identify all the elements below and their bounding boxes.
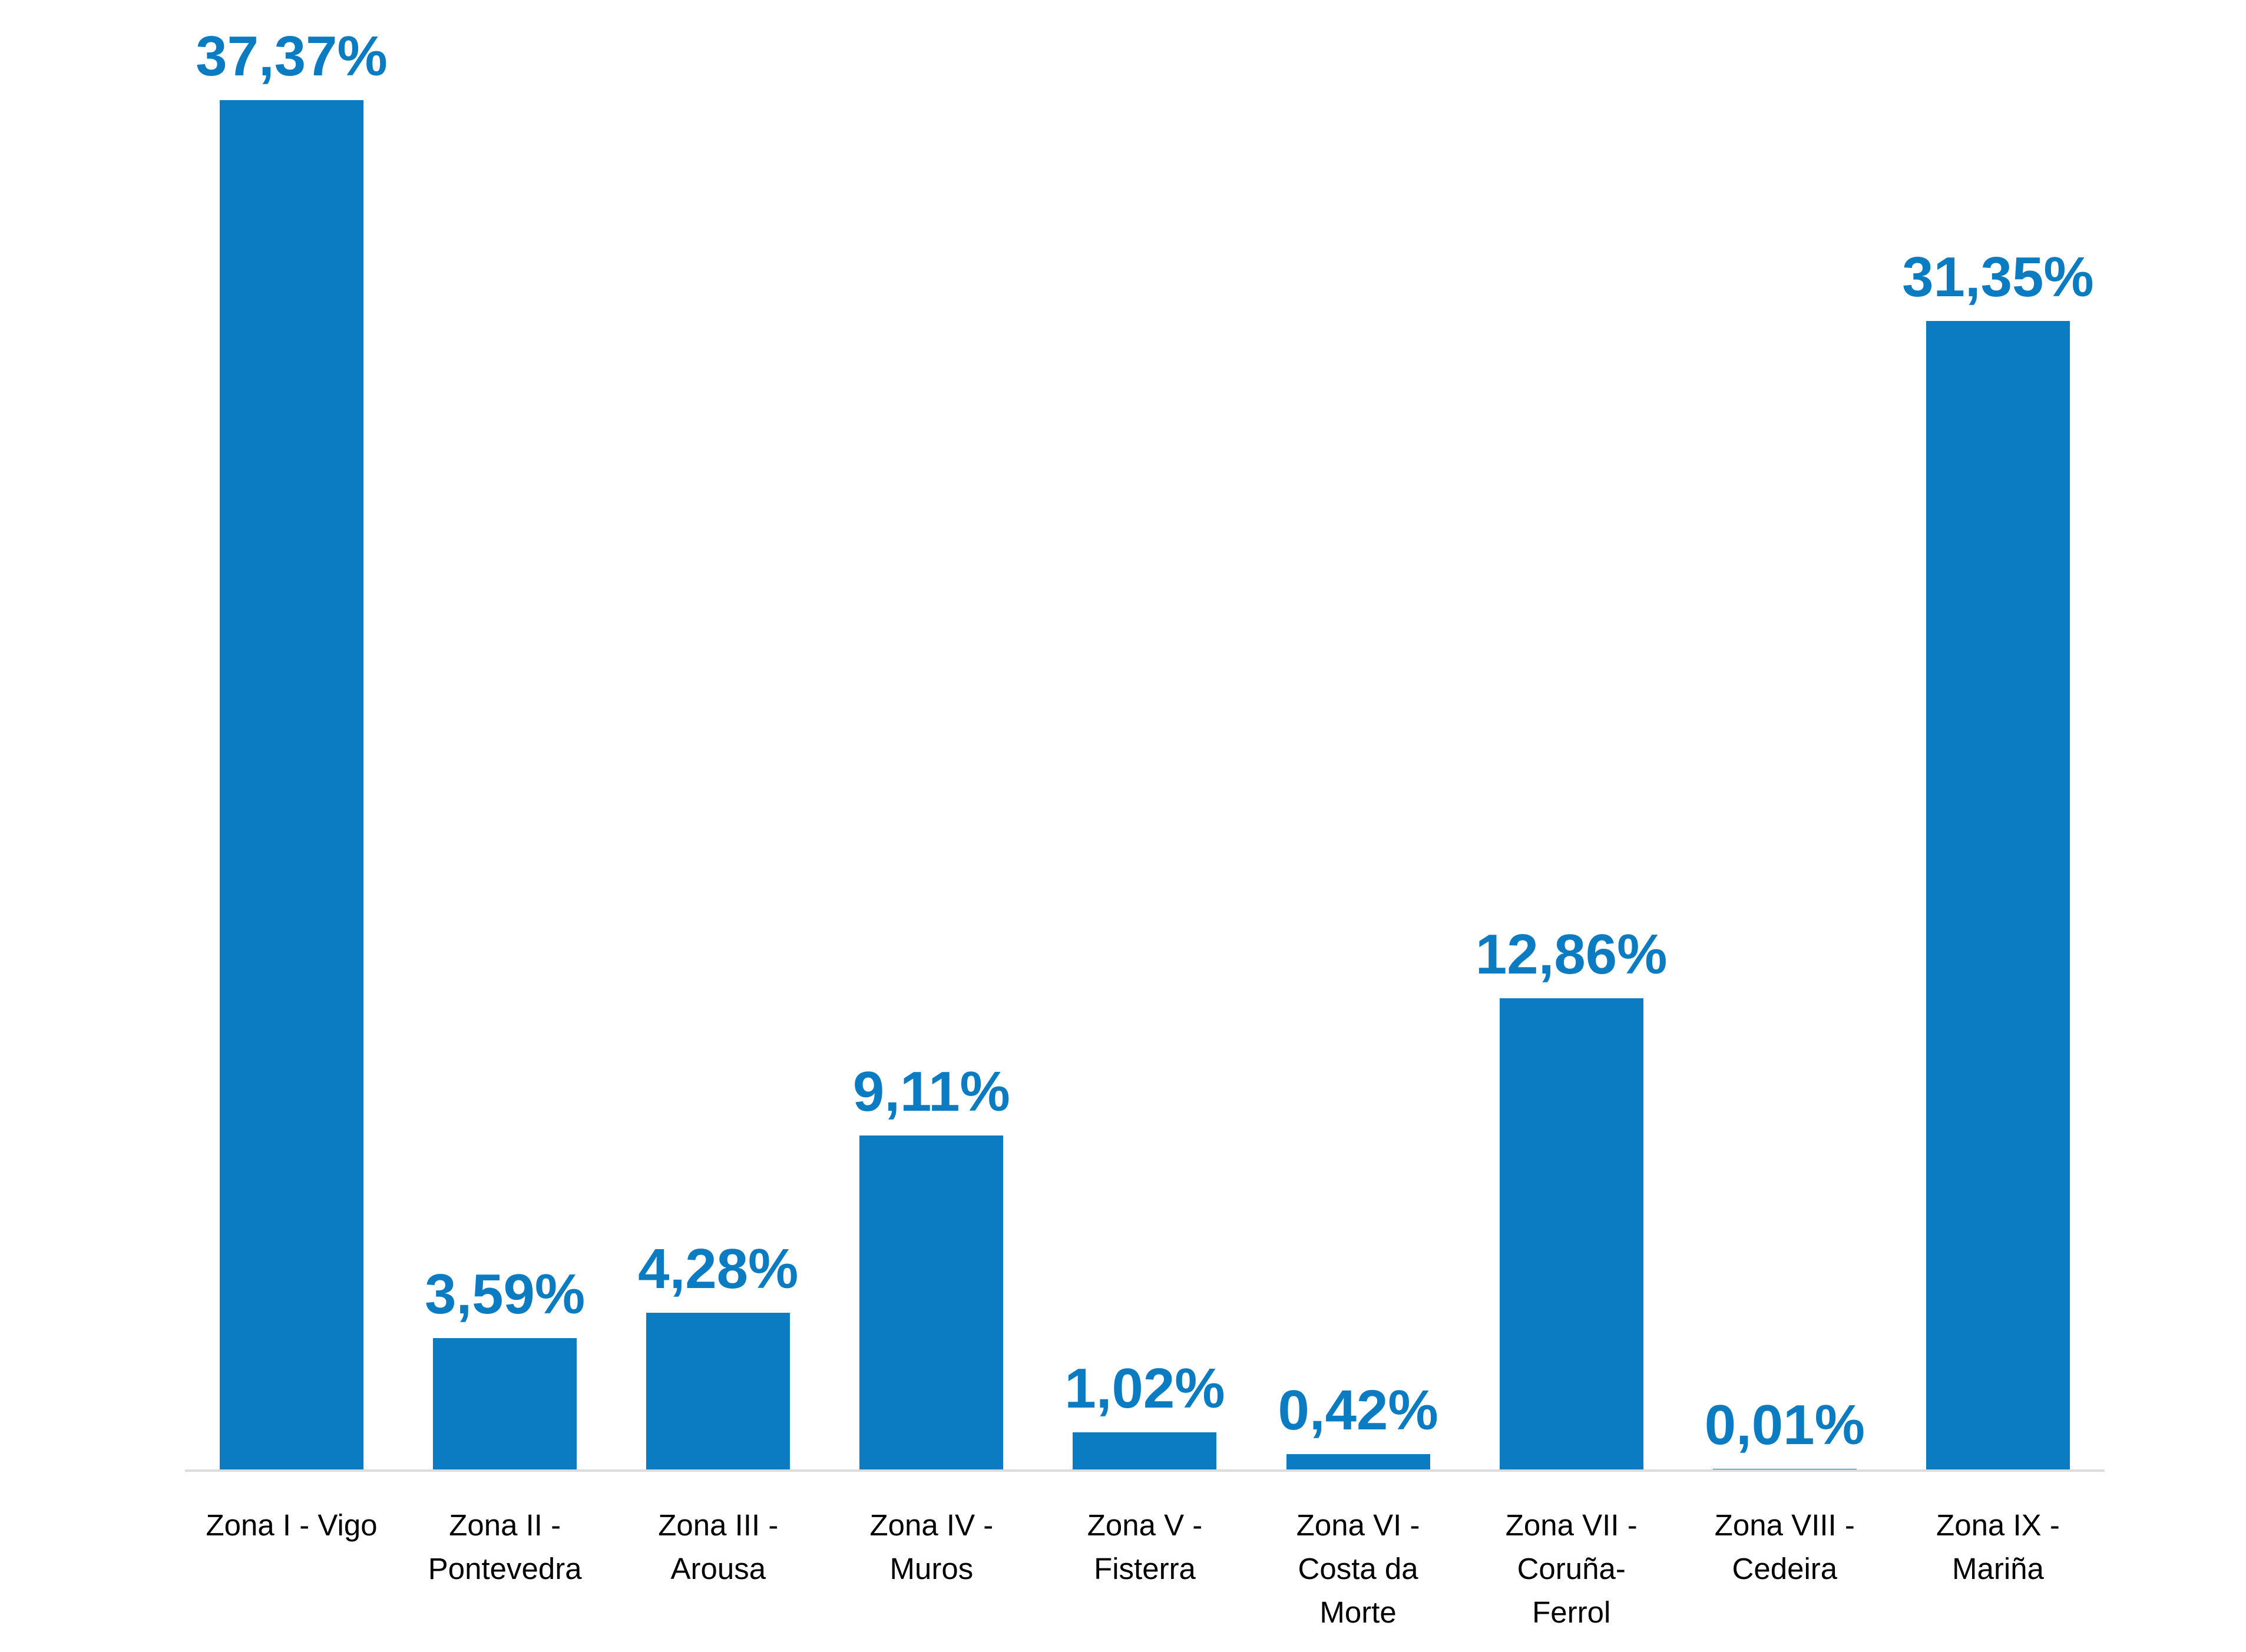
value-label: 4,28% xyxy=(638,1237,799,1301)
value-label: 3,59% xyxy=(425,1263,586,1326)
value-label: 37,37% xyxy=(196,25,388,88)
bar-column: 3,59% xyxy=(398,0,611,1469)
bar-column: 12,86% xyxy=(1465,0,1678,1469)
bar xyxy=(433,1338,577,1469)
value-label: 0,42% xyxy=(1278,1379,1438,1442)
bar xyxy=(1499,998,1643,1469)
category-label: Zona III - Arousa xyxy=(658,1508,779,1585)
bar-column: 1,02% xyxy=(1038,0,1251,1469)
category-label: Zona V - Fisterra xyxy=(1087,1508,1203,1585)
value-label: 1,02% xyxy=(1064,1357,1225,1421)
value-label: 12,86% xyxy=(1475,923,1668,986)
value-label: 0,01% xyxy=(1704,1393,1865,1457)
bar xyxy=(220,100,364,1469)
bar-column: 4,28% xyxy=(611,0,825,1469)
value-label: 31,35% xyxy=(1902,246,2094,309)
bar-column: 0,01% xyxy=(1678,0,1891,1469)
bar xyxy=(1286,1454,1430,1469)
bar-column: 0,42% xyxy=(1252,0,1465,1469)
bar xyxy=(1926,321,2070,1469)
x-axis-line xyxy=(185,1469,2105,1472)
value-label: 9,11% xyxy=(852,1060,1010,1124)
plot-area: 37,37% 3,59% 4,28% 9,11% 1,02% 0,42% 12,86% 0,0… xyxy=(185,0,2105,1469)
bar xyxy=(859,1135,1004,1469)
bar-column: 31,35% xyxy=(1891,0,2105,1469)
category-label: Zona IX - Mariña xyxy=(1936,1508,2060,1585)
bar-column: 9,11% xyxy=(825,0,1038,1469)
category-label: Zona VII - Coruña- Ferrol xyxy=(1505,1508,1638,1629)
category-label: Zona VI - Costa da Morte xyxy=(1296,1508,1420,1629)
x-axis-labels: Zona I - Vigo Zona II - Pontevedra Zona II… xyxy=(185,1504,2105,1634)
category-label: Zona IV - Muros xyxy=(869,1508,994,1585)
category-label: Zona I - Vigo xyxy=(206,1508,378,1542)
bar xyxy=(646,1313,790,1469)
category-label: Zona II - Pontevedra xyxy=(428,1508,582,1585)
bar-column: 37,37% xyxy=(185,0,398,1469)
category-label: Zona VIII - Cedeira xyxy=(1714,1508,1855,1585)
bar xyxy=(1073,1432,1217,1469)
